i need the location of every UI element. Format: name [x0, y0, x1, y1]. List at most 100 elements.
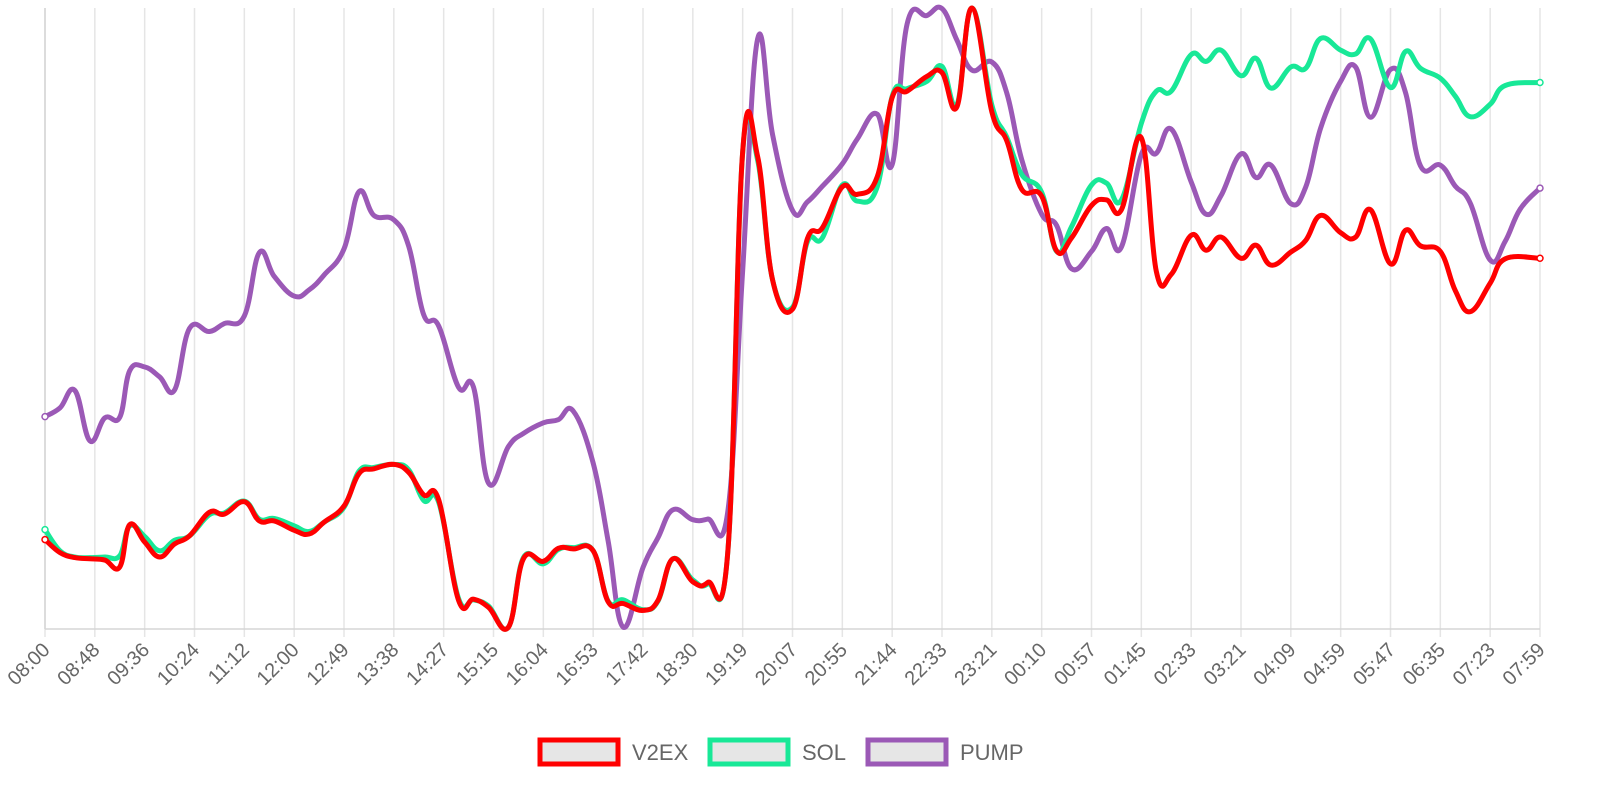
data-point-pump[interactable]: [855, 136, 860, 142]
data-point-sol[interactable]: [855, 198, 860, 204]
data-point-v2ex[interactable]: [805, 236, 810, 241]
data-point-pump[interactable]: [1438, 162, 1443, 168]
data-point-v2ex[interactable]: [87, 556, 93, 562]
data-point-v2ex[interactable]: [740, 149, 745, 154]
data-point-v2ex[interactable]: [406, 470, 411, 475]
data-point-pump[interactable]: [556, 417, 561, 422]
data-point-v2ex[interactable]: [969, 5, 975, 11]
data-point-sol[interactable]: [157, 548, 162, 553]
data-point-pump[interactable]: [1487, 257, 1493, 263]
data-point-v2ex[interactable]: [1536, 254, 1544, 263]
data-point-v2ex[interactable]: [1268, 262, 1274, 268]
data-point-sol[interactable]: [1253, 56, 1259, 61]
data-point-v2ex[interactable]: [605, 599, 611, 604]
data-point-pump[interactable]: [1238, 151, 1244, 157]
data-point-pump[interactable]: [1517, 207, 1523, 212]
data-point-pump[interactable]: [291, 293, 297, 299]
data-point-v2ex[interactable]: [117, 564, 122, 570]
data-point-v2ex[interactable]: [242, 499, 247, 504]
data-point-v2ex[interactable]: [1188, 233, 1194, 238]
data-point-v2ex[interactable]: [1089, 203, 1094, 208]
data-point-pump[interactable]: [371, 213, 377, 218]
data-point-pump[interactable]: [969, 67, 975, 73]
data-point-pump[interactable]: [705, 516, 710, 522]
data-point-pump[interactable]: [1536, 184, 1544, 192]
data-point-v2ex[interactable]: [755, 154, 760, 159]
data-point-pump[interactable]: [127, 368, 132, 373]
data-point-sol[interactable]: [41, 525, 49, 534]
data-point-pump[interactable]: [605, 538, 611, 544]
data-point-sol[interactable]: [1203, 59, 1209, 64]
data-point-pump[interactable]: [1388, 67, 1393, 72]
data-point-sol[interactable]: [1338, 48, 1343, 53]
data-point-v2ex[interactable]: [41, 535, 49, 544]
data-point-v2ex[interactable]: [725, 551, 730, 556]
data-point-pump[interactable]: [875, 111, 880, 117]
data-point-pump[interactable]: [1104, 226, 1109, 231]
data-point-pump[interactable]: [1119, 244, 1124, 250]
data-point-pump[interactable]: [1338, 79, 1343, 84]
data-point-pump[interactable]: [257, 250, 262, 255]
data-point-v2ex[interactable]: [1368, 207, 1373, 213]
data-point-v2ex[interactable]: [1139, 135, 1144, 140]
data-point-sol[interactable]: [1487, 102, 1493, 107]
data-point-pump[interactable]: [954, 38, 960, 43]
data-point-sol[interactable]: [1089, 182, 1094, 188]
data-point-pump[interactable]: [1303, 184, 1308, 190]
data-point-v2ex[interactable]: [1502, 256, 1508, 262]
data-point-v2ex[interactable]: [840, 184, 845, 190]
data-point-v2ex[interactable]: [157, 554, 162, 560]
data-point-pump[interactable]: [306, 287, 312, 293]
data-point-pump[interactable]: [456, 385, 461, 390]
data-point-v2ex[interactable]: [1353, 234, 1358, 240]
data-point-pump[interactable]: [207, 329, 212, 334]
data-point-v2ex[interactable]: [655, 598, 661, 603]
data-point-v2ex[interactable]: [436, 497, 441, 503]
data-point-v2ex[interactable]: [1119, 207, 1124, 213]
data-point-pump[interactable]: [421, 312, 426, 317]
data-point-v2ex[interactable]: [620, 601, 626, 606]
data-point-pump[interactable]: [1188, 179, 1194, 185]
data-point-v2ex[interactable]: [855, 192, 860, 197]
data-point-v2ex[interactable]: [590, 548, 596, 553]
data-point-pump[interactable]: [670, 507, 676, 512]
data-point-pump[interactable]: [939, 6, 945, 11]
data-point-pump[interactable]: [1268, 162, 1274, 168]
data-point-pump[interactable]: [790, 208, 795, 213]
data-point-v2ex[interactable]: [321, 519, 327, 525]
data-point-sol[interactable]: [1303, 66, 1308, 71]
data-point-v2ex[interactable]: [924, 74, 930, 79]
data-point-pump[interactable]: [57, 405, 63, 411]
data-point-pump[interactable]: [690, 517, 696, 522]
data-point-pump[interactable]: [1403, 90, 1408, 95]
data-point-v2ex[interactable]: [875, 174, 880, 180]
legend-item-sol[interactable]: SOL: [707, 737, 846, 767]
data-point-v2ex[interactable]: [486, 605, 491, 610]
data-point-v2ex[interactable]: [989, 109, 995, 114]
data-point-v2ex[interactable]: [222, 511, 227, 517]
data-point-pump[interactable]: [1154, 151, 1159, 156]
data-point-pump[interactable]: [506, 444, 511, 449]
data-point-pump[interactable]: [41, 412, 49, 421]
data-point-pump[interactable]: [924, 13, 930, 18]
data-point-sol[interactable]: [924, 79, 930, 84]
data-point-pump[interactable]: [989, 59, 995, 65]
legend-item-pump[interactable]: PUMP: [865, 737, 1024, 767]
data-point-v2ex[interactable]: [1019, 187, 1024, 192]
data-point-v2ex[interactable]: [1154, 269, 1159, 274]
data-point-v2ex[interactable]: [1004, 138, 1009, 144]
data-point-v2ex[interactable]: [1338, 230, 1343, 236]
data-point-pump[interactable]: [391, 217, 397, 222]
data-point-sol[interactable]: [1468, 114, 1473, 119]
data-point-pump[interactable]: [321, 272, 327, 278]
data-point-pump[interactable]: [640, 565, 646, 570]
data-point-pump[interactable]: [272, 274, 277, 279]
data-point-v2ex[interactable]: [272, 518, 277, 524]
data-point-pump[interactable]: [755, 36, 760, 42]
data-point-sol[interactable]: [875, 184, 880, 190]
data-point-v2ex[interactable]: [471, 596, 476, 602]
data-point-sol[interactable]: [1188, 52, 1194, 57]
data-point-v2ex[interactable]: [1418, 243, 1423, 249]
data-point-v2ex[interactable]: [306, 531, 312, 537]
data-point-v2ex[interactable]: [1054, 248, 1059, 254]
